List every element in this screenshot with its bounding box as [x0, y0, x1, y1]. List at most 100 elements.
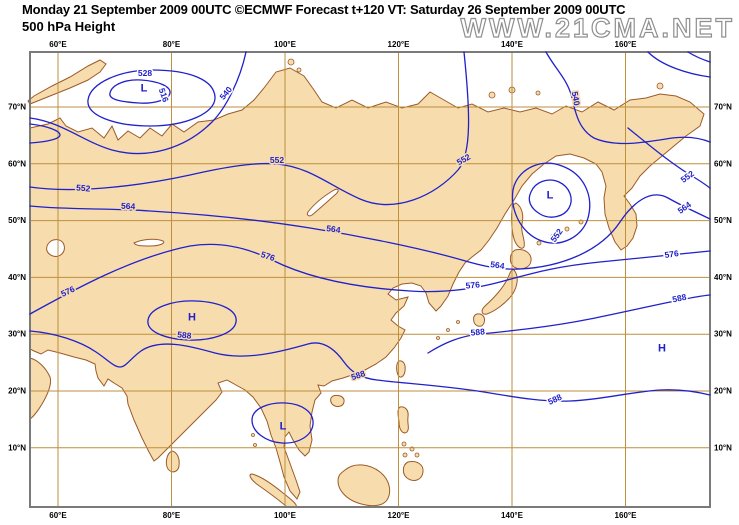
lat-label-right: 10°N	[714, 443, 732, 452]
contour-label-576: 576	[465, 279, 480, 290]
contour-label-588: 588	[470, 326, 485, 337]
small-island	[456, 320, 460, 324]
map-header: Monday 21 September 2009 00UTC ©ECMWF Fo…	[22, 2, 626, 34]
lon-label-top: 140°E	[501, 40, 524, 49]
small-island	[550, 233, 556, 239]
lon-label-bottom: 80°E	[163, 511, 181, 520]
landmass-hainan	[330, 394, 345, 407]
lake-baikal	[306, 188, 339, 217]
low-pressure-marker: L	[280, 421, 287, 433]
lon-label-bottom: 160°E	[615, 511, 638, 520]
lon-label-bottom: 100°E	[274, 511, 297, 520]
contour-line-528	[87, 69, 216, 127]
small-island	[564, 226, 570, 232]
small-island	[656, 82, 664, 90]
contour-label-564: 564	[326, 223, 342, 235]
contour-label-552: 552	[548, 226, 564, 244]
landmass-eurasia-mainland	[29, 67, 705, 500]
lon-label-top: 80°E	[163, 40, 181, 49]
contour-line-540	[29, 51, 247, 155]
landmass-sri-lanka	[165, 450, 180, 473]
small-island	[401, 441, 407, 447]
landmass-sakhalin	[511, 202, 525, 249]
forecast-title: Monday 21 September 2009 00UTC ©ECMWF Fo…	[22, 2, 626, 17]
small-island	[488, 91, 496, 99]
contour-line-540	[545, 51, 711, 145]
contour-line-unlabeled	[251, 402, 314, 444]
low-pressure-marker: L	[141, 83, 148, 95]
landmass-taiwan	[396, 360, 406, 378]
small-island	[535, 90, 541, 96]
lon-label-bottom: 60°E	[49, 511, 67, 520]
small-island	[402, 452, 408, 458]
contour-line-576	[29, 243, 711, 315]
contour-line-516	[687, 51, 711, 63]
lat-label-left: 50°N	[8, 216, 26, 225]
landmass-borneo	[337, 464, 391, 507]
contour-line-540	[528, 179, 572, 218]
small-island	[446, 328, 450, 332]
lat-label-left: 20°N	[8, 387, 26, 396]
contour-label-588: 588	[177, 329, 192, 340]
aral-sea	[46, 239, 65, 257]
contour-line-588	[427, 294, 711, 354]
small-island	[436, 336, 440, 340]
landmass-hokkaido	[509, 249, 532, 270]
small-island	[296, 67, 302, 73]
low-pressure-marker: L	[547, 190, 554, 202]
contour-line-588	[29, 330, 711, 402]
contour-line-564	[29, 194, 711, 270]
contour-label-564: 564	[676, 199, 694, 215]
contour-label-552: 552	[76, 182, 91, 193]
lat-label-left: 40°N	[8, 273, 26, 282]
contour-label-540: 540	[217, 84, 234, 102]
lat-label-right: 60°N	[714, 159, 732, 168]
contour-line-528	[647, 51, 711, 78]
contour-label-588: 588	[671, 292, 687, 305]
contour-label-564: 564	[490, 259, 506, 271]
landmass-novaya-zemlya	[27, 59, 107, 105]
landmass-arabia-tip	[29, 357, 51, 420]
contour-label-552: 552	[679, 168, 697, 184]
small-island	[536, 240, 542, 246]
high-pressure-marker: H	[658, 343, 666, 355]
lake-balkhash	[133, 238, 165, 247]
contour-label-576: 576	[664, 248, 680, 260]
map-frame	[29, 51, 711, 508]
lon-label-bottom: 120°E	[388, 511, 411, 520]
small-island	[251, 433, 255, 437]
lon-label-top: 100°E	[274, 40, 297, 49]
small-island	[253, 443, 257, 447]
watermark-text: WWW.21CMA.NET	[460, 12, 735, 43]
landmass-kyushu	[473, 313, 485, 327]
landmass-luzon	[397, 406, 409, 434]
lat-label-left: 30°N	[8, 330, 26, 339]
lat-label-right: 50°N	[714, 216, 732, 225]
lon-label-top: 160°E	[615, 40, 638, 49]
landmass-honshu	[481, 269, 518, 315]
lon-label-bottom: 140°E	[501, 511, 524, 520]
field-title: 500 hPa Height	[22, 19, 116, 34]
contour-line-552	[511, 162, 591, 244]
contour-line-540	[29, 123, 61, 144]
contour-line-588	[147, 300, 237, 341]
high-pressure-marker: H	[188, 312, 196, 324]
small-island	[414, 452, 420, 458]
lon-label-top: 60°E	[49, 40, 67, 49]
lat-label-right: 30°N	[714, 330, 732, 339]
contour-label-540: 540	[570, 91, 582, 107]
lat-label-right: 70°N	[714, 103, 732, 112]
contour-label-552: 552	[270, 155, 284, 165]
lat-label-right: 40°N	[714, 273, 732, 282]
lat-label-left: 10°N	[8, 443, 26, 452]
lon-label-top: 120°E	[388, 40, 411, 49]
lat-label-right: 20°N	[714, 387, 732, 396]
small-island	[287, 58, 295, 66]
contour-line-516	[109, 79, 171, 104]
contour-label-528: 528	[138, 68, 152, 78]
landmass-mindanao	[402, 461, 424, 481]
lat-label-left: 70°N	[8, 103, 26, 112]
contour-label-588: 588	[546, 392, 563, 407]
